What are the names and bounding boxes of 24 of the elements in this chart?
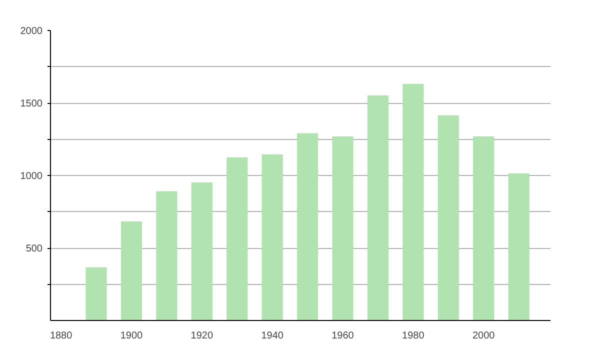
- y-tick-label: 500: [26, 244, 43, 254]
- x-tick-label: 1940: [261, 330, 284, 342]
- bar: [262, 154, 283, 320]
- x-tick-label: 1880: [50, 330, 73, 342]
- y-tick-label: 1000: [20, 171, 43, 182]
- bar: [156, 191, 178, 320]
- x-tick-label: 2000: [472, 330, 496, 342]
- bar: [120, 221, 142, 320]
- bar: [473, 136, 494, 320]
- bar: [367, 95, 389, 320]
- bar: [402, 84, 424, 320]
- bar: [226, 157, 248, 320]
- bar: [332, 136, 354, 320]
- bar: [296, 133, 318, 320]
- x-tick-label: 1960: [332, 330, 354, 342]
- bar: [191, 182, 212, 320]
- bar: [438, 115, 459, 320]
- y-tick-label: 2000: [20, 26, 43, 37]
- x-tick-label: 1900: [120, 330, 144, 342]
- x-tick-label: 1980: [402, 330, 425, 342]
- bar: [508, 173, 530, 320]
- y-tick-label: 1500: [20, 98, 43, 110]
- bar: [86, 267, 107, 320]
- x-tick-label: 1920: [190, 330, 214, 342]
